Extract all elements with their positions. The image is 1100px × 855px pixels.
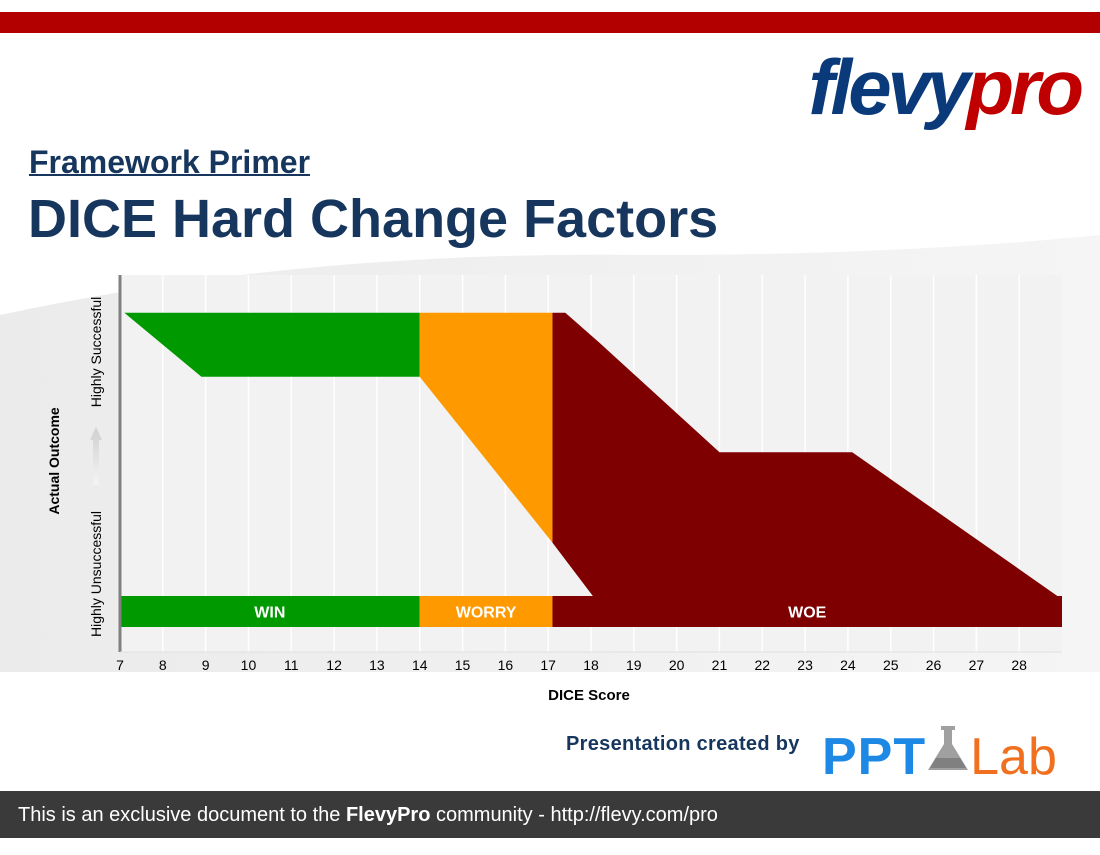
x-tick-label: 11 <box>284 657 299 673</box>
x-tick-label: 18 <box>583 657 599 673</box>
zone-band-woe <box>552 596 1062 627</box>
page-subtitle: Framework Primer <box>29 144 311 180</box>
x-tick-label: 23 <box>797 657 813 673</box>
flevypro-logo: flevypro <box>808 43 1084 131</box>
flask-icon <box>926 724 970 783</box>
zone-area-win <box>124 312 420 377</box>
x-tick-label: 24 <box>840 657 856 673</box>
zone-band-label: WOE <box>788 605 827 622</box>
x-tick-label: 28 <box>1011 657 1027 673</box>
x-tick-label: 21 <box>712 657 728 673</box>
zone-area-woe <box>552 312 1062 600</box>
credit-text: Presentation created by <box>566 733 800 755</box>
zone-area-worry <box>419 312 553 543</box>
x-tick-label: 22 <box>754 657 770 673</box>
y-high-label: Highly Successful <box>88 297 104 408</box>
x-tick-label: 26 <box>926 657 942 673</box>
y-axis-title: Actual Outcome <box>46 407 62 515</box>
footer-text: This is an exclusive document to the Fle… <box>18 804 718 826</box>
x-tick-label: 9 <box>202 657 210 673</box>
zone-band-win <box>120 596 420 627</box>
pptlab-logo: PPT Lab <box>822 724 1057 783</box>
zone-band-label: WORRY <box>456 605 517 622</box>
x-tick-label: 7 <box>116 657 124 673</box>
y-low-label: Highly Unsuccessful <box>88 511 104 637</box>
x-tick-label: 16 <box>498 657 514 673</box>
x-tick-label: 14 <box>412 657 428 673</box>
up-arrow-icon <box>90 427 102 485</box>
x-tick-label: 10 <box>241 657 257 673</box>
page-title: DICE Hard Change Factors <box>28 189 719 249</box>
footer-bar <box>0 791 1100 838</box>
x-tick-label: 13 <box>369 657 385 673</box>
zone-band-label: WIN <box>254 605 285 622</box>
x-axis-title: DICE Score <box>548 687 630 704</box>
top-accent-bar <box>0 12 1100 33</box>
x-tick-label: 17 <box>540 657 556 673</box>
x-tick-label: 15 <box>455 657 471 673</box>
x-tick-label: 27 <box>969 657 985 673</box>
x-tick-label: 12 <box>326 657 342 673</box>
x-tick-label: 25 <box>883 657 899 673</box>
x-tick-label: 20 <box>669 657 685 673</box>
x-tick-label: 8 <box>159 657 167 673</box>
zone-band-worry <box>419 596 553 627</box>
x-tick-label: 19 <box>626 657 642 673</box>
